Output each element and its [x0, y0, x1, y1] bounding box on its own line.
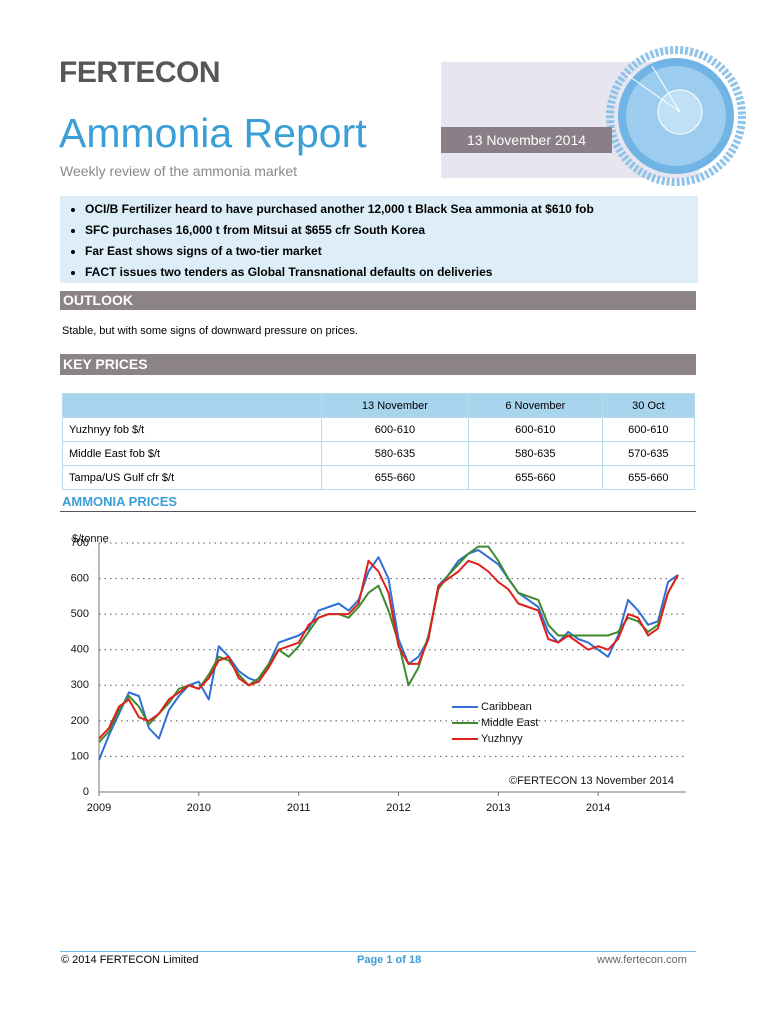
y-tick-label: 500: [71, 608, 89, 620]
key-prices-table: 13 November 6 November 30 Oct Yuzhnyy fob …: [62, 393, 696, 490]
annotation: ©FERTECON 13 November 2014: [509, 775, 674, 787]
y-tick-label: 400: [71, 644, 89, 656]
x-tick-label: 2014: [586, 802, 610, 814]
series-line: [98, 559, 679, 740]
section-bar: KEY PRICES: [60, 354, 696, 375]
cell: 655-660: [467, 465, 603, 490]
x-tick-label: 2010: [187, 802, 211, 814]
highlights-box: OCI/B Fertilizer heard to have purchased…: [60, 196, 698, 283]
legend-label: Middle East: [481, 717, 538, 729]
row-label: Tampa/US Gulf cfr $/t: [62, 465, 322, 490]
section-bar: OUTLOOK: [60, 291, 696, 310]
highlight: Far East shows signs of a two-tier marke…: [85, 241, 698, 262]
x-tick-label: 2009: [87, 802, 111, 814]
cell: 600-610: [467, 417, 603, 442]
x-tick-label: 2012: [386, 802, 410, 814]
row-label: Middle East fob $/t: [62, 441, 322, 466]
cell: [62, 393, 322, 418]
cell: 580-635: [321, 441, 469, 466]
y-tick-label: 200: [71, 715, 89, 727]
column-header: 30 Oct: [601, 393, 696, 418]
outlook-text: Stable, but with some signs of downward …: [62, 325, 358, 337]
date-box: 13 November 2014: [441, 127, 612, 153]
cell: 655-660: [601, 465, 696, 490]
y-tick-label: 300: [71, 679, 89, 691]
legend-label: Caribbean: [481, 701, 532, 713]
row-label: Yuzhnyy fob $/t: [62, 417, 322, 442]
logo-graphic: [606, 46, 746, 186]
legend-label: Yuzhnyy: [481, 733, 523, 745]
cell: 600-610: [321, 417, 469, 442]
copyright: © 2014 FERTECON Limited: [61, 954, 199, 966]
chart-heading: AMMONIA PRICES: [62, 494, 178, 509]
series-line: [98, 549, 679, 761]
website: www.fertecon.com: [597, 954, 687, 966]
highlights: OCI/B Fertilizer heard to have purchased…: [60, 196, 698, 283]
report-title: Ammonia Report: [59, 110, 367, 156]
page-number: Page 1 of 18: [357, 954, 422, 966]
y-tick-label: 0: [83, 786, 89, 798]
cell: 570-635: [601, 441, 696, 466]
cell: 600-610: [601, 417, 696, 442]
column-header: 6 November: [467, 393, 603, 418]
subtitle: Weekly review of the ammonia market: [60, 163, 298, 179]
x-tick-label: 2013: [486, 802, 510, 814]
highlight: OCI/B Fertilizer heard to have purchased…: [85, 199, 698, 220]
highlight: SFC purchases 16,000 t from Mitsui at $6…: [85, 220, 698, 241]
highlight: FACT issues two tenders as Global Transn…: [85, 262, 698, 283]
cell: 580-635: [467, 441, 603, 466]
rule: [60, 511, 696, 512]
cell: 655-660: [321, 465, 469, 490]
column-header: 13 November: [321, 393, 469, 418]
y-axis-label: $/tonne: [72, 533, 109, 545]
chart: $/tonne ©FERTECON 13 November 2014 0 100 2…: [71, 533, 686, 814]
y-tick-label: 100: [71, 750, 89, 762]
y-tick-label: 700: [71, 537, 89, 549]
footer-rule: [60, 951, 696, 952]
brand: FERTECON: [59, 56, 221, 89]
x-tick-label: 2011: [287, 802, 311, 814]
y-tick-label: 600: [71, 572, 89, 584]
